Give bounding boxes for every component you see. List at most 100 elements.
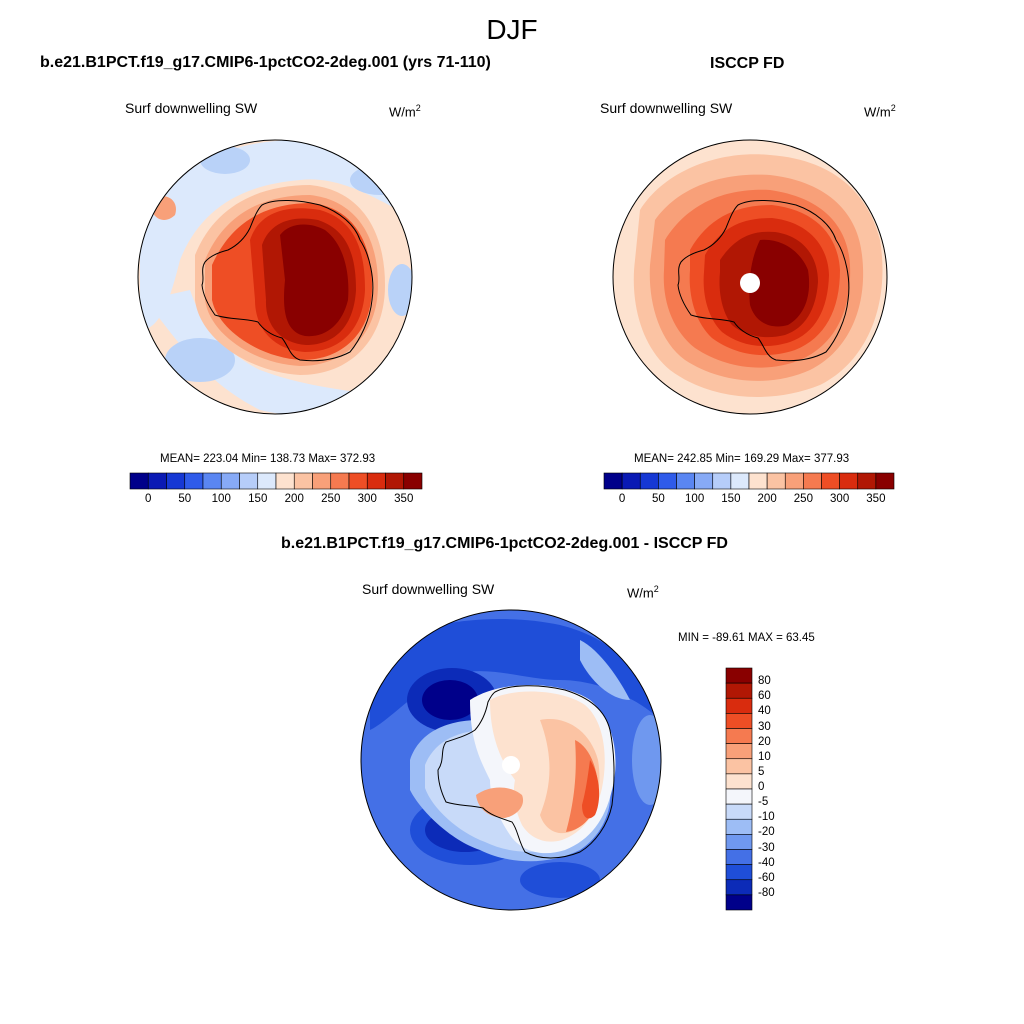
map3-cold-patch-3	[520, 862, 600, 898]
map1-cool-patch-3	[350, 165, 410, 195]
panel3-units: W/m2	[627, 584, 659, 601]
panel3-colorbar-box-6	[725, 758, 753, 775]
panel1-colorbar-box-14	[385, 472, 405, 490]
panel3-colorbar-box-0	[725, 667, 753, 684]
panel2-stats: MEAN= 242.85 Min= 169.29 Max= 377.93	[634, 453, 850, 465]
panel3-colorbar-tick: -20	[758, 826, 775, 839]
panel3-colorbar-tick: -10	[758, 811, 775, 824]
panel3-title: b.e21.B1PCT.f19_g17.CMIP6-1pctCO2-2deg.0…	[281, 535, 728, 552]
map1-antarctica-coastline	[201, 200, 374, 362]
panel3-colorbar-box-9	[725, 803, 753, 820]
map1-cool-patch-2	[388, 264, 412, 316]
map1-contours	[138, 140, 412, 414]
panel2-colorbar-tick: 350	[866, 493, 886, 505]
panel2-colorbar-box-7	[730, 472, 750, 490]
panel2-colorbar-box-13	[839, 472, 859, 490]
map3-contours	[361, 610, 661, 910]
map2-antarctica-coastline	[677, 200, 850, 362]
panel3-colorbar-box-5	[725, 743, 753, 760]
map3-warm-patch-west	[476, 787, 524, 818]
map3-border	[360, 609, 662, 911]
panel2-colorbar-tick: 0	[618, 493, 626, 505]
panel3-colorbar-tick: 10	[758, 750, 771, 763]
panel2-units: W/m2	[864, 103, 896, 120]
panel1-colorbar-box-12	[348, 472, 368, 490]
panel3-colorbar-tick: -5	[758, 796, 769, 809]
panel1-colorbar-box-11	[330, 472, 350, 490]
panel2-colorbar-tick: 300	[830, 493, 850, 505]
panel1-colorbar-tick: 100	[211, 493, 231, 505]
panel1-stats: MEAN= 223.04 Min= 138.73 Max= 372.93	[160, 453, 376, 465]
figure-title: DJF	[486, 14, 538, 45]
map3-band-30	[582, 760, 600, 819]
panel3-colorbar-box-8	[725, 788, 753, 805]
panel1-colorbar-tick: 150	[248, 493, 268, 505]
panel1-units: W/m2	[389, 103, 421, 120]
panel2-title: ISCCP FD	[710, 55, 785, 72]
panel2-colorbar-tick: 150	[721, 493, 741, 505]
panel3-variable: Surf downwelling SW	[362, 581, 495, 597]
map1-cool-patch-1	[165, 338, 235, 382]
panel3-colorbar-tick: -40	[758, 856, 775, 869]
panel1-title: b.e21.B1PCT.f19_g17.CMIP6-1pctCO2-2deg.0…	[40, 54, 491, 71]
panel1-colorbar-tick: 50	[178, 493, 192, 505]
panel2-colorbar-box-6	[712, 472, 732, 490]
panel2-colorbar-box-4	[676, 472, 695, 490]
panel1-colorbar-box-3	[184, 472, 204, 490]
panel2-colorbar-tick: 250	[793, 493, 813, 505]
panel1-colorbar-box-10	[312, 472, 332, 490]
panel3-colorbar-tick: -30	[758, 841, 775, 854]
map1-cool-patch-4	[200, 146, 250, 174]
panel3-colorbar-tick: 20	[758, 735, 771, 748]
map3-cool-patch-ne	[580, 640, 630, 700]
panel2-colorbar-box-8	[748, 472, 768, 490]
panel1-colorbar-box-2	[166, 472, 186, 490]
panel1-colorbar-box-15	[403, 472, 423, 490]
panel3-colorbar-tick: 0	[758, 781, 765, 793]
panel3-colorbar	[725, 667, 753, 911]
panel1-colorbar-box-8	[275, 472, 295, 490]
panel2-colorbar-box-10	[784, 472, 804, 490]
panel2-colorbar-box-12	[821, 472, 840, 490]
map3-antarctica-coastline	[437, 685, 615, 859]
map3-cold-patch-1-core	[422, 680, 478, 720]
panel1-colorbar-tick: 350	[394, 493, 414, 505]
panel1-colorbar-tick: 300	[357, 493, 377, 505]
panel3-colorbar-tick: 80	[758, 675, 771, 688]
panel3-colorbar-box-14	[725, 879, 753, 896]
map3-pole-hole	[502, 756, 520, 774]
panel1-colorbar-box-6	[239, 472, 259, 490]
panel3-colorbar-box-11	[725, 834, 753, 850]
panel1-colorbar-tick: 200	[284, 493, 304, 505]
map1-cool-band-north	[140, 140, 412, 330]
panel1-colorbar-box-7	[257, 472, 277, 490]
panel2-colorbar-tick: 100	[685, 493, 705, 505]
panel3-colorbar-box-7	[725, 773, 753, 790]
map1-band-max	[280, 224, 349, 337]
panel3-colorbar-box-12	[725, 849, 753, 865]
panel3-colorbar-tick: -80	[758, 886, 775, 899]
map2-pole-hole	[740, 273, 760, 293]
panel2-colorbar-box-1	[621, 472, 641, 490]
panel3-colorbar-box-13	[725, 864, 753, 881]
panel1-colorbar-box-1	[147, 472, 167, 490]
panel2-variable: Surf downwelling SW	[600, 100, 733, 116]
map2-border	[612, 139, 888, 415]
panel2-colorbar-box-2	[639, 472, 659, 490]
panel1-colorbar-box-4	[202, 472, 222, 490]
panel2-colorbar-tick: 50	[651, 493, 665, 505]
panel3-colorbar-box-4	[725, 728, 753, 744]
panel3-colorbar-tick: -60	[758, 871, 775, 884]
map1-border	[137, 139, 413, 415]
panel2-colorbar	[603, 472, 895, 490]
panel2-colorbar-box-15	[875, 472, 895, 490]
panel3-colorbar-tick: 30	[758, 720, 771, 733]
panel1-colorbar-box-9	[293, 472, 313, 490]
map2-contours	[613, 140, 887, 414]
panel2-colorbar-box-9	[766, 472, 786, 490]
panel3-colorbar-box-10	[725, 818, 753, 835]
panel2-colorbar-box-5	[694, 472, 714, 490]
panel1-colorbar-tick: 0	[145, 493, 152, 505]
panel3-colorbar-tick: 5	[758, 765, 765, 778]
